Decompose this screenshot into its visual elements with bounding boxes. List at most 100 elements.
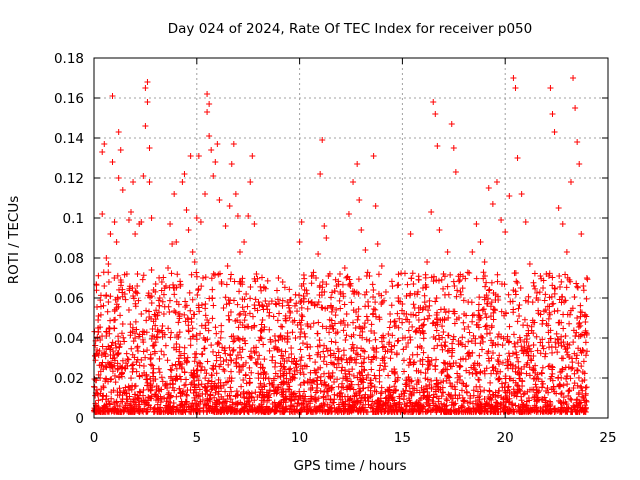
- data-point: [530, 283, 537, 289]
- data-point: [340, 317, 347, 324]
- data-point: [229, 347, 236, 354]
- data-point: [240, 308, 247, 315]
- data-point: [254, 406, 261, 413]
- data-point: [174, 271, 181, 278]
- data-point: [542, 291, 549, 298]
- data-point: [506, 353, 513, 360]
- data-point: [97, 368, 104, 375]
- data-point: [180, 403, 187, 410]
- data-point: [206, 133, 213, 139]
- data-point: [488, 370, 495, 377]
- data-point: [247, 295, 254, 302]
- data-point: [93, 282, 100, 289]
- data-point: [495, 331, 502, 338]
- data-point: [185, 322, 192, 329]
- data-point: [254, 356, 261, 363]
- data-point: [367, 393, 374, 400]
- data-point: [231, 278, 238, 285]
- data-point: [475, 403, 482, 410]
- data-point: [201, 400, 208, 407]
- data-point: [230, 346, 237, 353]
- data-point: [282, 348, 289, 355]
- data-point: [354, 316, 361, 323]
- data-point: [490, 339, 497, 346]
- data-point: [320, 348, 327, 355]
- data-point: [236, 288, 243, 295]
- data-point: [523, 370, 530, 377]
- data-point: [342, 373, 349, 380]
- data-point: [476, 352, 483, 359]
- data-point: [440, 366, 447, 373]
- data-point: [575, 391, 582, 398]
- data-point: [529, 317, 536, 324]
- data-point: [375, 290, 382, 297]
- data-point: [376, 367, 383, 374]
- data-point: [314, 374, 321, 381]
- data-point: [494, 271, 501, 278]
- data-point: [297, 346, 304, 353]
- data-point: [412, 312, 419, 319]
- data-point: [173, 284, 180, 291]
- data-point: [314, 330, 321, 337]
- data-point: [545, 273, 552, 280]
- x-axis-label: GPS time / hours: [293, 458, 406, 474]
- data-point: [393, 408, 400, 415]
- data-point: [226, 300, 233, 307]
- data-point: [358, 363, 365, 370]
- data-point: [566, 311, 573, 318]
- data-point: [346, 371, 353, 378]
- chart-title: Day 024 of 2024, Rate Of TEC Index for r…: [168, 21, 532, 37]
- data-point: [445, 291, 452, 298]
- data-point: [288, 396, 295, 403]
- data-point: [346, 281, 353, 288]
- data-point: [354, 374, 361, 381]
- data-point: [343, 332, 350, 339]
- data-point: [183, 207, 190, 213]
- data-point: [512, 291, 519, 298]
- data-point: [253, 271, 260, 277]
- data-point: [195, 153, 202, 159]
- data-point: [428, 274, 435, 281]
- data-point: [198, 302, 205, 309]
- data-point: [351, 290, 358, 297]
- data-point: [134, 343, 141, 350]
- data-point: [284, 330, 291, 337]
- data-point: [488, 407, 495, 414]
- data-point: [363, 273, 370, 280]
- data-point: [379, 344, 386, 351]
- data-point: [164, 357, 171, 364]
- data-point: [528, 357, 535, 364]
- data-point: [440, 285, 447, 292]
- data-point: [155, 297, 162, 304]
- data-point: [567, 179, 574, 185]
- data-point: [107, 376, 114, 383]
- data-point: [204, 91, 211, 97]
- data-point: [191, 259, 198, 265]
- data-point: [278, 323, 285, 330]
- data-point: [326, 270, 333, 277]
- data-point: [426, 381, 433, 388]
- data-point: [549, 111, 556, 117]
- data-point: [197, 360, 204, 367]
- data-point: [113, 344, 120, 351]
- data-point: [277, 332, 284, 339]
- data-point: [308, 299, 315, 305]
- data-point: [169, 362, 176, 369]
- data-point: [280, 393, 287, 400]
- data-point: [466, 329, 473, 336]
- data-point: [256, 403, 263, 410]
- data-point: [361, 355, 368, 362]
- data-point: [340, 347, 347, 354]
- data-point: [558, 333, 565, 340]
- data-point: [556, 382, 563, 389]
- data-point: [210, 270, 217, 277]
- data-point: [239, 275, 246, 282]
- data-point: [100, 383, 107, 390]
- data-point: [485, 348, 492, 355]
- data-point: [313, 275, 320, 281]
- data-point: [382, 289, 389, 295]
- data-point: [289, 376, 296, 383]
- data-point: [422, 271, 429, 278]
- data-point: [546, 344, 553, 351]
